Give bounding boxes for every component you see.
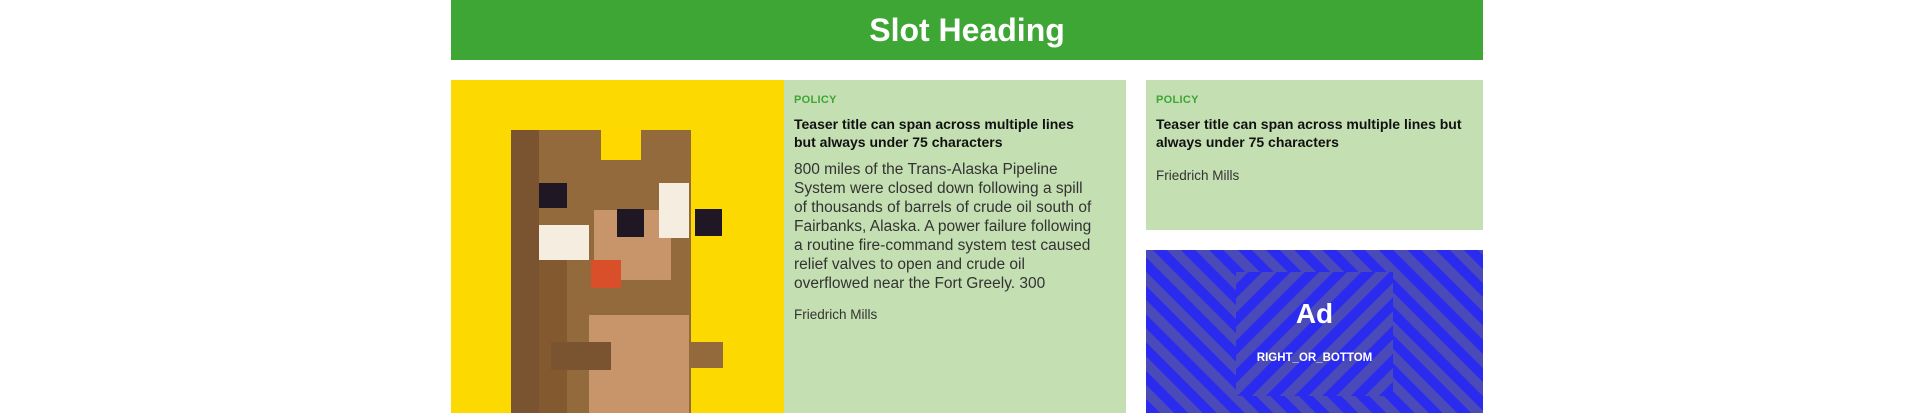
ad-title: Ad [1295, 298, 1334, 329]
teaser-title[interactable]: Teaser title can span across multiple li… [794, 116, 1074, 150]
main-teaser-body: POLICY Teaser title can span across mult… [784, 80, 1106, 413]
ad-pattern [1236, 272, 1393, 396]
teaser-author[interactable]: Friedrich Mills [1156, 168, 1240, 183]
teaser-slot: Slot Heading P [451, 0, 1483, 413]
teaser-title[interactable]: Teaser title can span across multiple li… [1156, 116, 1462, 150]
ad-slot[interactable]: Ad RIGHT_OR_BOTTOM [1146, 250, 1483, 413]
pixel-beaver-icon [511, 130, 723, 413]
teaser-category[interactable]: POLICY [1156, 94, 1199, 106]
side-teaser-card[interactable]: POLICY Teaser title can span across mult… [1146, 80, 1483, 230]
slot-heading-bar: Slot Heading [451, 0, 1483, 60]
teaser-author[interactable]: Friedrich Mills [794, 307, 878, 322]
teaser-image[interactable] [451, 80, 784, 413]
ad-slot-label: RIGHT_OR_BOTTOM [1256, 352, 1373, 364]
slot-heading: Slot Heading [869, 11, 1065, 48]
teaser-text: 800 miles of the Trans-Alaska Pipeline S… [794, 161, 1092, 292]
main-teaser-card[interactable]: POLICY Teaser title can span across mult… [451, 80, 1126, 413]
teaser-category[interactable]: POLICY [794, 94, 837, 106]
